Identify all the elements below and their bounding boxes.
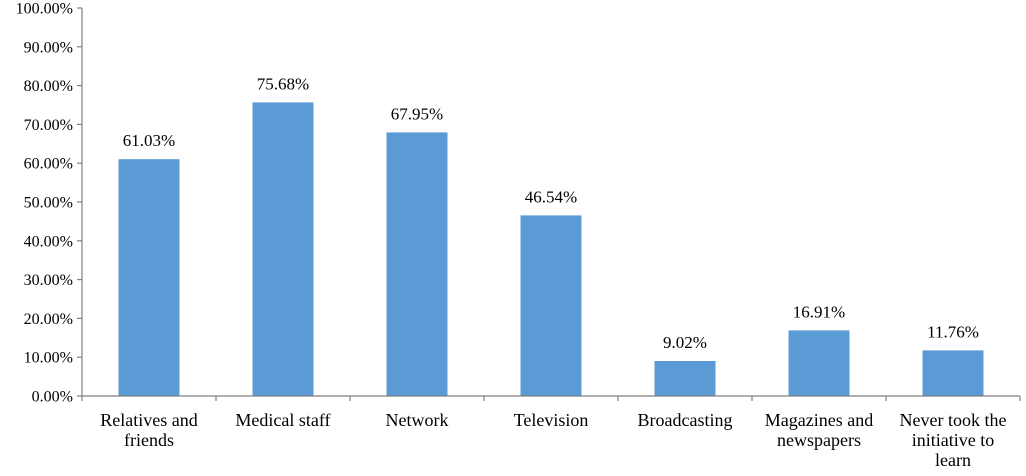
bars-layer	[118, 102, 984, 397]
bar-3	[520, 215, 582, 396]
category-label-4: Broadcasting	[638, 410, 733, 430]
bar-2	[386, 132, 448, 396]
bar-5	[788, 330, 850, 396]
category-label-3-line-0: Television	[514, 410, 589, 430]
axes-layer	[77, 7, 1021, 401]
data-label-0: 61.03%	[123, 131, 175, 150]
bar-1	[252, 102, 314, 397]
category-label-0-line-0: Relatives and	[100, 410, 197, 430]
y-tick-label-8: 80.00%	[24, 78, 73, 95]
y-tick-label-7: 70.00%	[24, 117, 73, 134]
data-label-2: 67.95%	[391, 104, 443, 123]
data-label-1: 75.68%	[257, 74, 309, 93]
y-tick-label-9: 90.00%	[24, 39, 73, 56]
data-label-5: 16.91%	[793, 302, 845, 321]
category-label-2: Network	[386, 410, 449, 430]
data-label-6: 11.76%	[927, 322, 979, 341]
data-label-4: 9.02%	[663, 333, 707, 352]
category-label-5: Magazines and newspapers	[765, 410, 873, 450]
category-label-0-line-1: friends	[124, 430, 174, 450]
y-tick-label-10: 100.00%	[16, 1, 73, 18]
y-tick-label-0: 0.00%	[32, 389, 73, 406]
bar-4	[654, 361, 716, 396]
category-label-6-line-0: Never took the	[900, 410, 1007, 430]
category-label-3: Television	[514, 410, 589, 430]
y-tick-label-4: 40.00%	[24, 233, 73, 250]
data-label-3: 46.54%	[525, 187, 577, 206]
category-label-1-line-0: Medical staff	[235, 410, 330, 430]
y-tick-label-6: 60.00%	[24, 156, 73, 173]
category-label-0: Relatives and friends	[100, 410, 197, 450]
category-label-6-line-1: initiative to	[912, 430, 995, 450]
y-tick-label-5: 50.00%	[24, 195, 73, 212]
bar-0	[118, 159, 180, 396]
category-label-5-line-1: newspapers	[777, 430, 861, 450]
y-tick-label-1: 10.00%	[24, 350, 73, 367]
category-label-6: Never took the initiative to learn	[900, 410, 1007, 470]
category-label-6-line-2: learn	[935, 450, 971, 470]
category-label-5-line-0: Magazines and	[765, 410, 873, 430]
category-label-4-line-0: Broadcasting	[638, 410, 733, 430]
y-tick-label-2: 20.00%	[24, 311, 73, 328]
y-tick-label-3: 30.00%	[24, 272, 73, 289]
bar-6	[922, 350, 984, 396]
category-label-1: Medical staff	[235, 410, 330, 430]
labels-layer: 0.00% 10.00% 20.00% 30.00% 40.00% 50.00% 60.00…	[16, 1, 1007, 471]
category-label-2-line-0: Network	[386, 410, 449, 430]
